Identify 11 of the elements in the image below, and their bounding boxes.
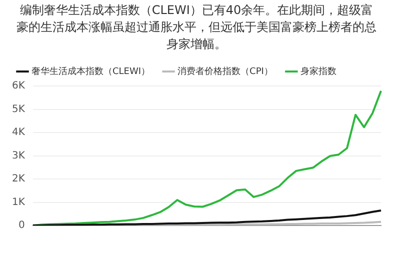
y-tick-label: 3K [12, 150, 26, 162]
legend-label: 身家指数 [300, 66, 336, 77]
y-tick-label: 0 [18, 220, 25, 232]
legend-label: 消费者价格指数（CPI） [178, 66, 273, 77]
y-tick-label: 1K [12, 196, 26, 208]
y-tick-label: 4K [12, 127, 26, 138]
y-tick-label: 5K [12, 104, 26, 115]
y-tick-label: 2K [12, 174, 26, 185]
legend-label: 奢华生活成本指数（CLEWI） [32, 66, 150, 77]
chart-subtitle: 编制奢华生活成本指数（CLEWI）已有40余年。在此期间，超级富豪的生活成本涨幅虽超过通胀水平，但远低于美国富豪榜上榜者的总身家增幅。 [16, 2, 378, 53]
y-tick-label: 6K [12, 80, 26, 92]
